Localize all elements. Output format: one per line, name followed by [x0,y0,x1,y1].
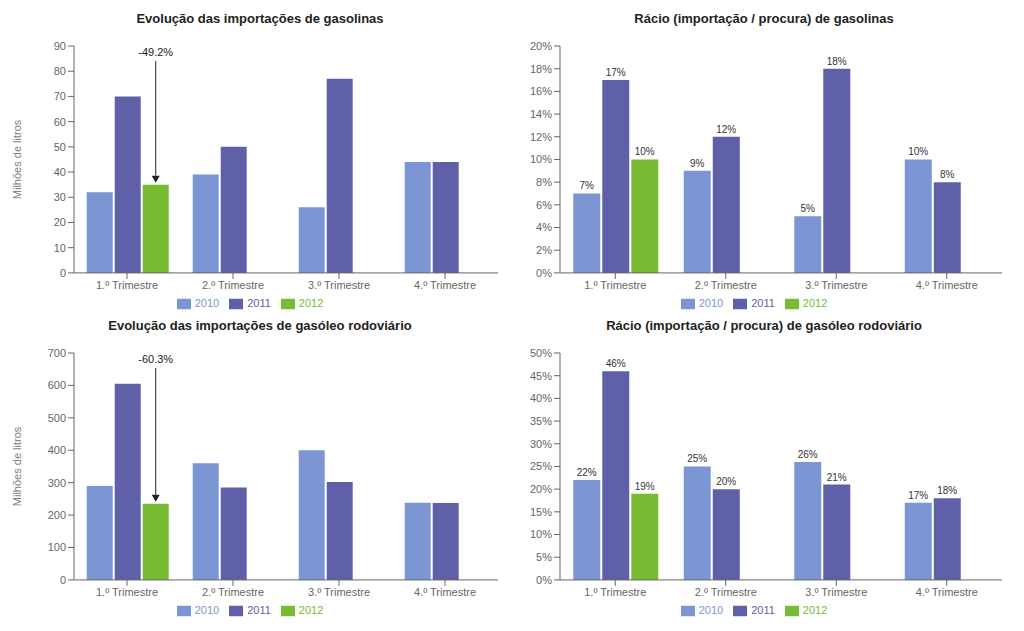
svg-text:18%: 18% [827,56,847,67]
svg-text:1.º Trimestre: 1.º Trimestre [96,586,158,598]
svg-text:600: 600 [48,379,66,391]
svg-text:10%: 10% [635,146,655,157]
svg-text:10%: 10% [908,146,928,157]
svg-text:10: 10 [54,242,66,254]
svg-text:25%: 25% [530,460,552,472]
html-text:Rácio (importação / procura) d: Rácio (importação / procura) de gasolina… [634,11,894,26]
svg-text:0: 0 [60,574,66,586]
svg-text:3.º Trimestre: 3.º Trimestre [308,279,370,291]
svg-text:500: 500 [48,412,66,424]
svg-text:18%: 18% [937,485,957,496]
svg-text:12%: 12% [530,131,552,143]
svg-text:80: 80 [54,65,66,77]
svg-text:0: 0 [60,267,66,279]
svg-text:7%: 7% [580,180,595,191]
svg-text:8%: 8% [536,176,552,188]
html-text:Evolução das importações de ga: Evolução das importações de gasolinas [136,11,384,26]
svg-text:4.º Trimestre: 4.º Trimestre [414,279,476,291]
svg-text:2%: 2% [536,244,552,256]
svg-text:-60.3%: -60.3% [138,353,173,365]
svg-text:22%: 22% [577,467,597,478]
svg-text:5%: 5% [536,551,552,563]
svg-text:12%: 12% [716,124,736,135]
svg-text:3.º Trimestre: 3.º Trimestre [805,586,867,598]
svg-text:0%: 0% [536,267,552,279]
html-text:2011: 2011 [247,603,271,616]
svg-text:26%: 26% [798,449,818,460]
svg-text:2.º Trimestre: 2.º Trimestre [695,586,757,598]
svg-text:20: 20 [54,216,66,228]
svg-text:35%: 35% [530,415,552,427]
svg-text:4%: 4% [536,221,552,233]
svg-text:17%: 17% [908,490,928,501]
html-text:Evolução das importações de ga: Evolução das importações de gasóleo rodo… [108,318,412,333]
svg-text:30%: 30% [530,438,552,450]
svg-text:20%: 20% [530,40,552,52]
svg-text:1.º Trimestre: 1.º Trimestre [584,279,646,291]
svg-text:4.º Trimestre: 4.º Trimestre [916,586,978,598]
svg-text:4.º Trimestre: 4.º Trimestre [414,586,476,598]
html-text:Rácio (importação / procura) d: Rácio (importação / procura) de gasóleo … [606,318,922,333]
svg-text:20%: 20% [530,483,552,495]
html-text:2010: 2010 [698,296,724,309]
svg-text:15%: 15% [530,506,552,518]
html-text:2012: 2012 [802,296,828,309]
svg-text:2.º Trimestre: 2.º Trimestre [695,279,757,291]
svg-text:10%: 10% [530,528,552,540]
html-text:2011: 2011 [751,296,775,309]
svg-text:90: 90 [54,40,66,52]
svg-text:200: 200 [48,509,66,521]
svg-text:6%: 6% [536,199,552,211]
html-text:2010: 2010 [194,296,220,309]
svg-text:2.º Trimestre: 2.º Trimestre [202,279,264,291]
html-text:2011: 2011 [247,296,271,309]
html-text:2010: 2010 [194,603,220,616]
svg-text:46%: 46% [606,358,626,369]
svg-text:40%: 40% [530,392,552,404]
svg-text:2.º Trimestre: 2.º Trimestre [202,586,264,598]
svg-text:Milhões de litros: Milhões de litros [11,426,23,506]
html-text:2012: 2012 [802,603,828,616]
svg-text:-49.2%: -49.2% [138,46,173,58]
svg-text:19%: 19% [635,481,655,492]
svg-text:9%: 9% [690,158,705,169]
svg-text:60: 60 [54,116,66,128]
svg-text:45%: 45% [530,370,552,382]
svg-text:25%: 25% [687,453,707,464]
svg-text:18%: 18% [530,63,552,75]
svg-text:17%: 17% [606,67,626,78]
svg-text:50%: 50% [530,347,552,359]
html-text:2011: 2011 [751,603,775,616]
svg-text:50: 50 [54,141,66,153]
svg-text:21%: 21% [827,472,847,483]
svg-text:400: 400 [48,444,66,456]
svg-text:8%: 8% [940,169,955,180]
svg-text:3.º Trimestre: 3.º Trimestre [805,279,867,291]
svg-text:10%: 10% [530,153,552,165]
svg-text:70: 70 [54,90,66,102]
svg-text:5%: 5% [801,203,816,214]
svg-text:4.º Trimestre: 4.º Trimestre [916,279,978,291]
svg-text:20%: 20% [716,476,736,487]
html-text:2012: 2012 [298,603,324,616]
svg-text:300: 300 [48,477,66,489]
svg-text:1.º Trimestre: 1.º Trimestre [96,279,158,291]
svg-text:700: 700 [48,347,66,359]
svg-text:0%: 0% [536,574,552,586]
svg-text:40: 40 [54,166,66,178]
svg-text:1.º Trimestre: 1.º Trimestre [584,586,646,598]
svg-text:Milhões de litros: Milhões de litros [11,119,23,199]
svg-text:14%: 14% [530,108,552,120]
html-text:2012: 2012 [298,296,324,309]
svg-text:100: 100 [48,541,66,553]
svg-text:16%: 16% [530,85,552,97]
svg-text:3.º Trimestre: 3.º Trimestre [308,586,370,598]
svg-text:30: 30 [54,191,66,203]
html-text:2010: 2010 [698,603,724,616]
